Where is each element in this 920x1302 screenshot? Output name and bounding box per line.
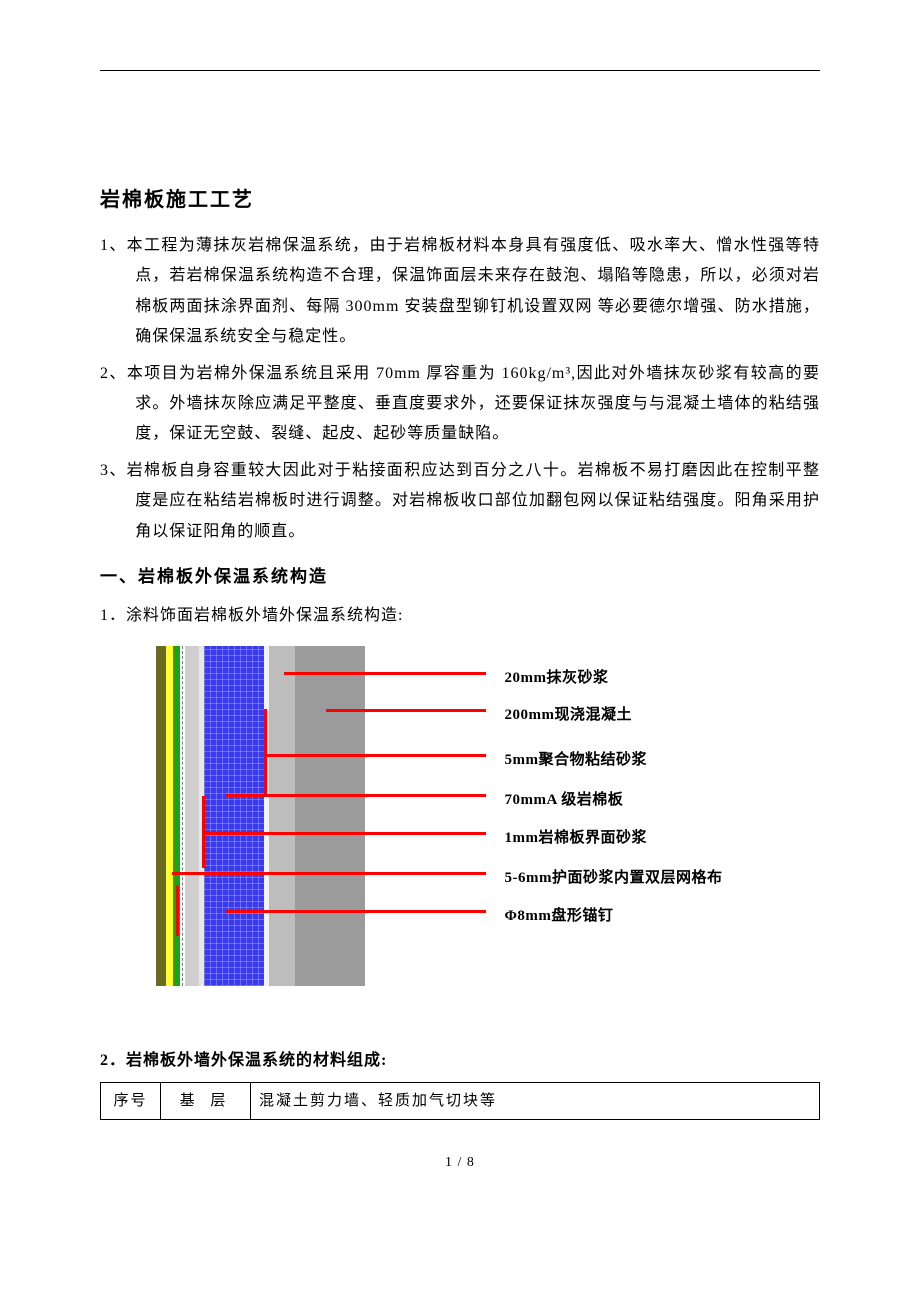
diagram-label: 5-6mm护面砂浆内置双层网格布 [505, 864, 723, 893]
diagram-layers [156, 646, 365, 986]
wall-cross-section-diagram: 20mm抹灰砂浆 200mm现浇混凝土 5mm聚合物粘结砂浆 70mmA 级岩棉板 1m… [100, 646, 820, 986]
diagram-label: 200mm现浇混凝土 [505, 701, 633, 730]
diagram-label: 70mmA 级岩棉板 [505, 786, 624, 815]
paragraph-1: 1、本工程为薄抹灰岩棉保温系统，由于岩棉板材料本身具有强度低、吸水率大、憎水性强… [100, 231, 820, 353]
layer-lightg [185, 646, 199, 986]
layer-yellow [166, 646, 173, 986]
layer-grey1 [269, 646, 295, 986]
paragraph-3: 3、岩棉板自身容重较大因此对于粘接面积应达到百分之八十。岩棉板不易打磨因此在控制… [100, 456, 820, 547]
layer-olive [156, 646, 166, 986]
diagram-label: 1mm岩棉板界面砂浆 [505, 824, 648, 853]
materials-table: 序号 基 层 混凝土剪力墙、轻质加气切块等 [100, 1082, 820, 1121]
section-2-heading: 2．岩棉板外墙外保温系统的材料组成: [100, 1046, 820, 1076]
diagram-labels: 20mm抹灰砂浆 200mm现浇混凝土 5mm聚合物粘结砂浆 70mmA 级岩棉板 1m… [505, 646, 765, 986]
layer-green [173, 646, 180, 986]
diagram-label: Φ8mm盘形锚钉 [505, 902, 614, 931]
diagram-label: 20mm抹灰砂浆 [505, 664, 609, 693]
table-row: 序号 基 层 混凝土剪力墙、轻质加气切块等 [101, 1082, 820, 1120]
paragraph-2: 2、本项目为岩棉外保温系统且采用 70mm 厚容重为 160kg/m³,因此对外… [100, 359, 820, 450]
page-number: 1 / 8 [100, 1150, 820, 1177]
section-1-sub: 1．涂料饰面岩棉板外墙外保温系统构造: [100, 601, 820, 631]
layer-gap1 [180, 646, 185, 986]
col-seq-header: 序号 [101, 1082, 161, 1120]
page-title: 岩棉板施工工艺 [100, 181, 820, 219]
col-base-header: 基 层 [161, 1082, 251, 1120]
top-rule [100, 70, 820, 71]
layer-blue [204, 646, 264, 986]
col-desc-cell: 混凝土剪力墙、轻质加气切块等 [251, 1082, 820, 1120]
layer-grey2 [295, 646, 365, 986]
diagram-label: 5mm聚合物粘结砂浆 [505, 746, 648, 775]
section-1-heading: 一、岩棉板外保温系统构造 [100, 561, 820, 593]
